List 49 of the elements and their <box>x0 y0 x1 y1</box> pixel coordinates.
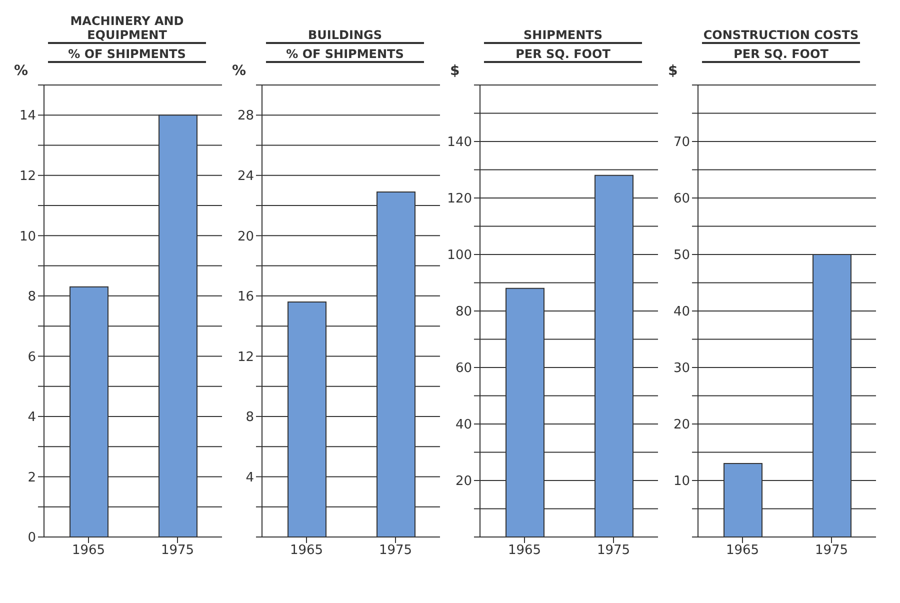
chart-subtitle: % OF SHIPMENTS <box>68 47 186 61</box>
y-tick-label: 14 <box>19 108 36 124</box>
y-axis-title: $ <box>450 63 460 79</box>
y-tick-label: 120 <box>447 192 472 207</box>
y-axis-title: $ <box>668 63 678 79</box>
x-tick-label: 1975 <box>160 543 194 558</box>
y-tick-label: 60 <box>673 192 690 207</box>
y-tick-label: 100 <box>447 248 472 264</box>
chart-title: SHIPMENTS <box>524 28 602 42</box>
y-axis-title: % <box>232 63 246 79</box>
x-tick-label: 1965 <box>290 543 324 558</box>
y-tick-label: 8 <box>246 410 254 426</box>
y-tick-label: 40 <box>455 418 472 433</box>
y-tick-label: 20 <box>673 418 690 433</box>
chart-title: MACHINERY AND EQUIPMENT <box>69 14 185 42</box>
chart-title: BUILDINGS <box>308 28 382 42</box>
y-tick-label: 12 <box>237 350 254 365</box>
y-tick-label: 28 <box>237 108 254 124</box>
x-tick-label: 1975 <box>378 543 412 558</box>
y-tick-label: 140 <box>447 135 472 150</box>
y-tick-label: 8 <box>28 290 36 305</box>
y-tick-label: 16 <box>237 290 254 305</box>
y-tick-label: 24 <box>237 169 254 184</box>
x-tick-label: 1975 <box>596 543 630 558</box>
y-tick-label: 10 <box>19 229 36 244</box>
y-axis-title: % <box>14 63 28 79</box>
y-tick-label: 80 <box>455 304 472 320</box>
x-tick-label: 1965 <box>72 543 106 558</box>
chart-title: CONSTRUCTION COSTS <box>703 28 859 42</box>
y-tick-label: 50 <box>673 248 690 264</box>
y-tick-label: 40 <box>673 304 690 320</box>
y-tick-label: 20 <box>455 474 472 490</box>
y-tick-label: 4 <box>246 470 254 486</box>
y-tick-label: 12 <box>19 169 36 184</box>
chart-subtitle: PER SQ. FOOT <box>734 47 828 61</box>
x-tick-label: 1975 <box>814 543 848 558</box>
x-tick-label: 1965 <box>508 543 542 558</box>
chart-subtitle: PER SQ. FOOT <box>516 47 610 61</box>
y-tick-label: 4 <box>28 410 36 426</box>
x-tick-label: 1965 <box>726 543 760 558</box>
y-tick-label: 2 <box>28 470 36 486</box>
chart-subtitle: % OF SHIPMENTS <box>286 47 404 61</box>
y-tick-label: 30 <box>673 361 690 376</box>
y-tick-label: 10 <box>673 474 690 490</box>
y-tick-label: 60 <box>455 361 472 376</box>
y-tick-label: 70 <box>673 135 690 150</box>
y-tick-label: 6 <box>28 350 36 365</box>
y-tick-label: 20 <box>237 229 254 244</box>
y-tick-label: 0 <box>28 530 36 546</box>
